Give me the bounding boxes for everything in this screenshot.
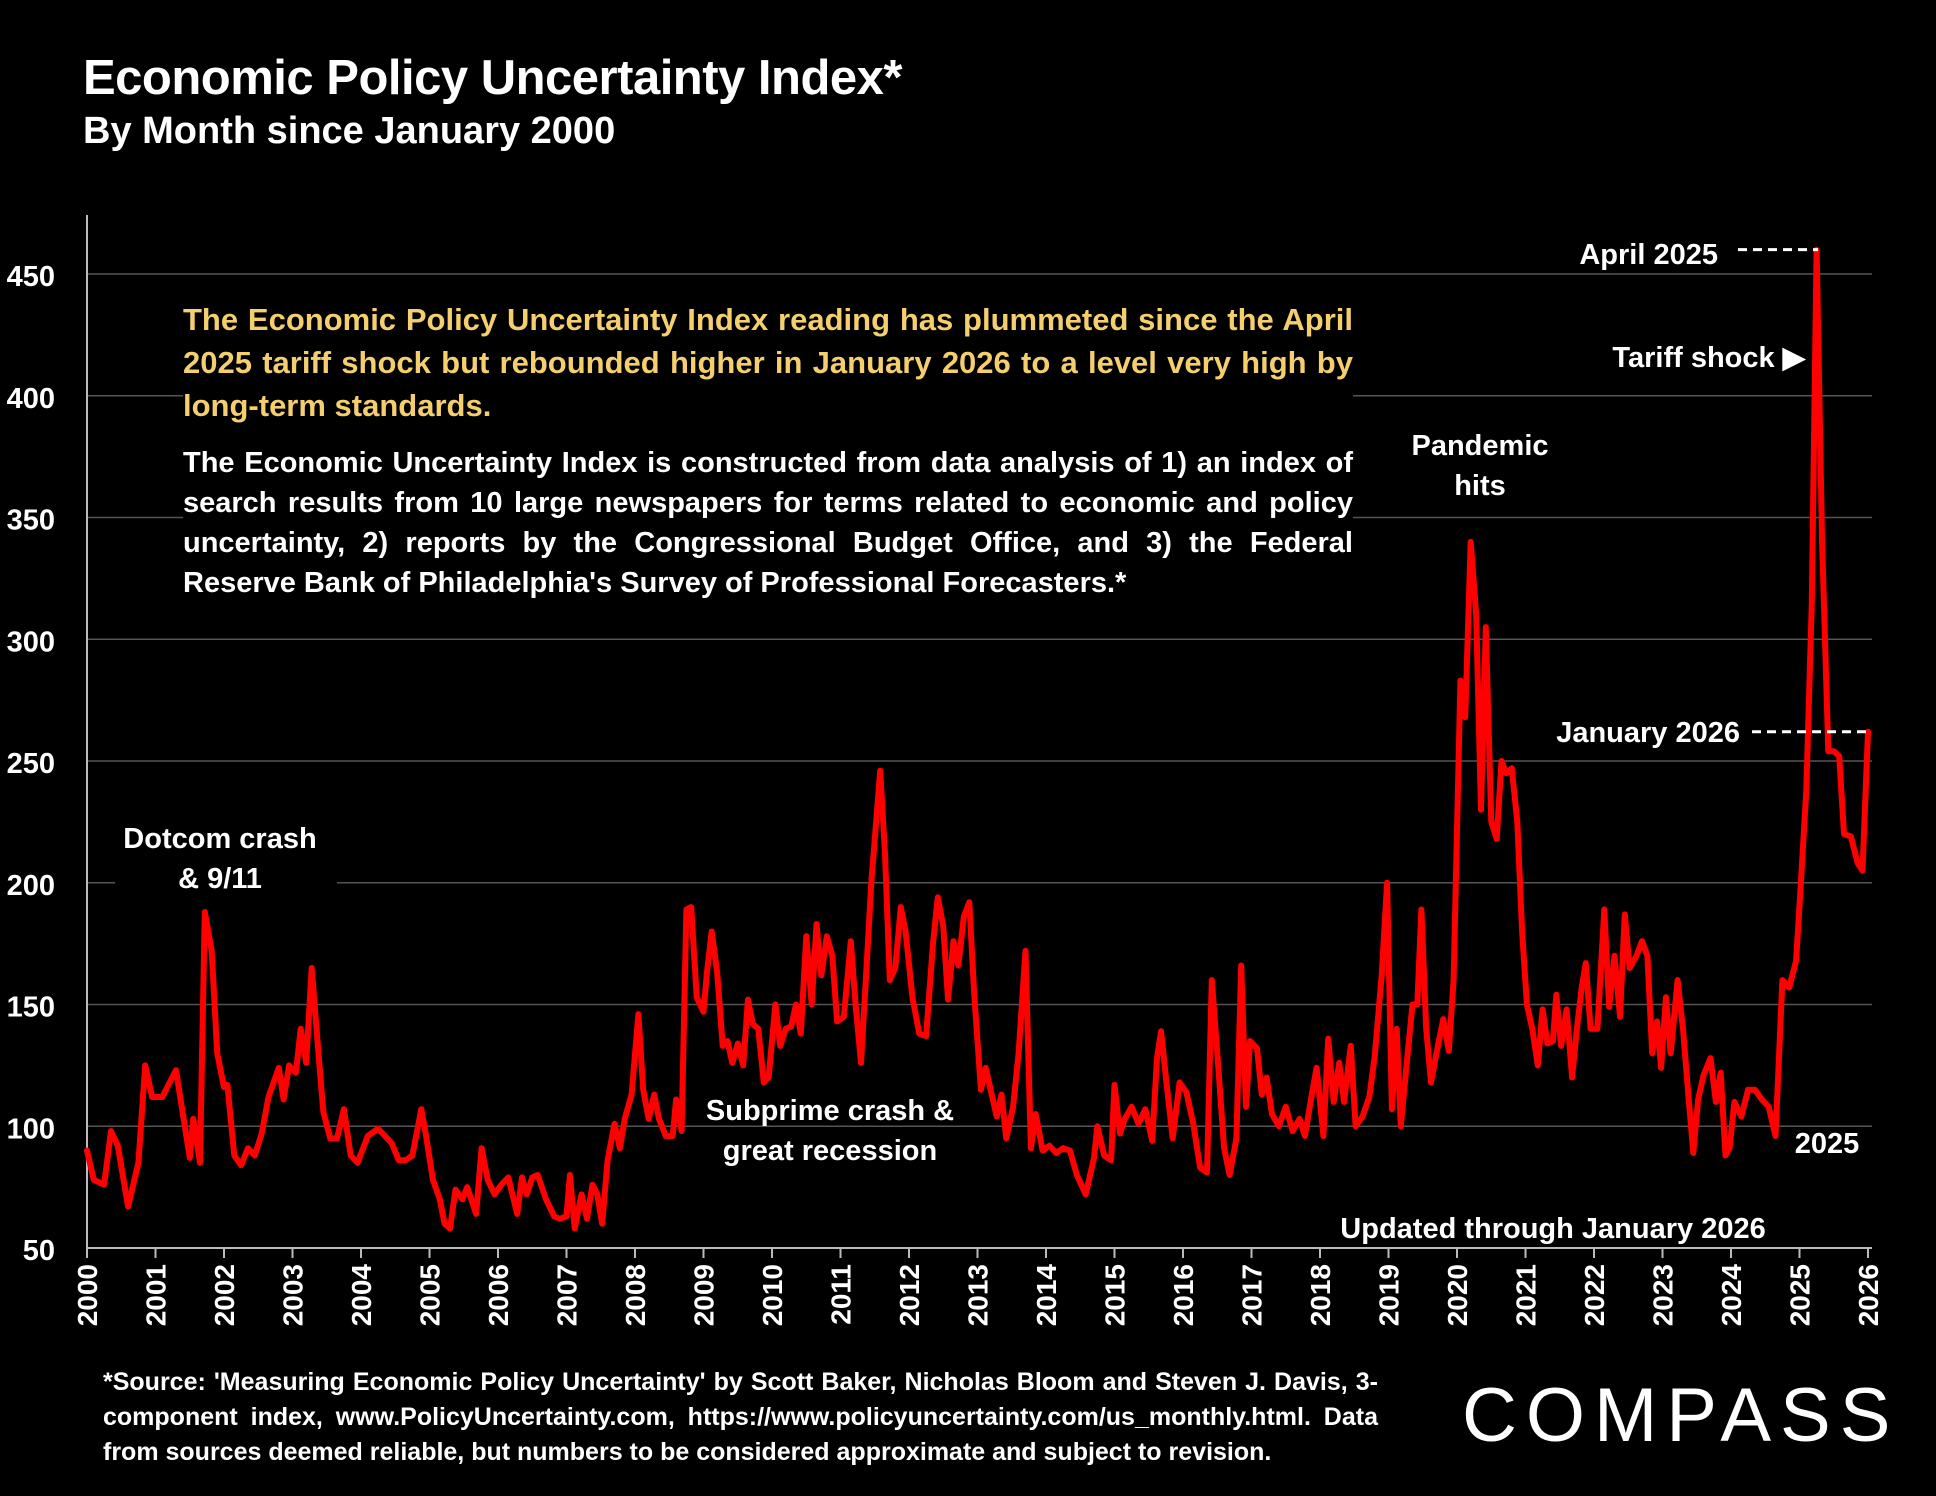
x-tick-label: 2015 (1100, 1264, 1131, 1326)
x-tick-label: 2022 (1579, 1264, 1610, 1326)
x-tick-label: 2021 (1511, 1264, 1542, 1326)
x-tick-label: 2004 (346, 1264, 377, 1327)
annotation-line: Pandemic (1412, 430, 1549, 462)
x-tick-label: 2005 (415, 1264, 446, 1326)
annotation-bg (115, 810, 337, 898)
x-tick-label: 2002 (209, 1264, 240, 1326)
x-tick-label: 2019 (1374, 1264, 1405, 1326)
x-tick-label: 2023 (1648, 1264, 1679, 1326)
annotation-line: & 9/11 (178, 863, 262, 895)
y-tick-label: 200 (7, 870, 55, 902)
annotation-label: 2025 (1795, 1128, 1860, 1160)
x-tick-label: 2013 (963, 1264, 994, 1326)
x-tick-label: 2000 (72, 1264, 103, 1326)
y-tick-label: 300 (7, 626, 55, 658)
annotation-line: Tariff shock ▶ (1612, 342, 1806, 374)
chart-subtitle: By Month since January 2000 (83, 110, 616, 152)
annotation-label: Tariff shock ▶ (1612, 342, 1806, 374)
x-tick-label: 2001 (141, 1264, 172, 1326)
epu-index-line (84, 246, 1871, 1232)
annotation-line: Subprime crash & (706, 1095, 954, 1127)
annotations: Dotcom crash & 9/11 Subprime crash & great … (115, 239, 1872, 1245)
x-tick-label: 2011 (826, 1264, 857, 1325)
axes: 50 100 150 200 250 300 350 400 450 2000 2001 2002 20… (7, 215, 1884, 1326)
annotation-line: Dotcom crash (123, 823, 316, 855)
y-tick-label: 250 (7, 748, 55, 780)
x-tick-label: 2017 (1237, 1264, 1268, 1326)
annotation-label: January 2026 (1556, 717, 1740, 749)
x-tick-label: 2010 (757, 1264, 788, 1326)
x-tick-label: 2003 (278, 1264, 309, 1326)
x-tick-label: 2007 (552, 1264, 583, 1326)
annotation-line: April 2025 (1579, 239, 1718, 271)
annotation-label: Pandemic hits (1412, 430, 1549, 502)
chart-title: Economic Policy Uncertainty Index* (83, 51, 902, 105)
compass-logo: COMPASS (1462, 1373, 1900, 1458)
callout-headline: The Economic Policy Uncertainty Index re… (183, 298, 1353, 427)
x-tick-label: 2014 (1031, 1264, 1062, 1327)
x-tick-label: 2026 (1853, 1264, 1884, 1326)
x-tick-label: 2012 (894, 1264, 925, 1326)
annotation-label: April 2025 (1579, 239, 1718, 271)
y-tick-label: 350 (7, 505, 55, 537)
source-footnote: *Source: 'Measuring Economic Policy Unce… (103, 1368, 1378, 1466)
x-tick-label: 2025 (1785, 1264, 1816, 1326)
y-tick-label: 100 (7, 1113, 55, 1145)
x-tick-label: 2008 (620, 1264, 651, 1326)
annotation-label: Dotcom crash & 9/11 (123, 823, 316, 895)
annotation-line: January 2026 (1556, 717, 1740, 749)
callout-description: The Economic Uncertainty Index is constr… (183, 443, 1353, 603)
x-tick-label: 2018 (1305, 1264, 1336, 1326)
annotation-label: Subprime crash & great recession (706, 1095, 954, 1167)
annotation-line: hits (1454, 470, 1506, 502)
y-tick-label: 50 (23, 1235, 55, 1267)
series-layer (84, 246, 1871, 1232)
y-tick-label: 450 (7, 261, 55, 293)
annotation-line: 2025 (1795, 1128, 1860, 1160)
y-tick-label: 400 (7, 383, 55, 415)
x-tick-label: 2006 (483, 1264, 514, 1326)
annotation-line: Updated through January 2026 (1340, 1213, 1765, 1245)
x-tick-label: 2020 (1442, 1264, 1473, 1326)
annotation-label: Updated through January 2026 (1340, 1213, 1765, 1245)
annotation-line: great recession (723, 1135, 937, 1167)
x-tick-label: 2016 (1168, 1264, 1199, 1326)
x-tick-label: 2009 (689, 1264, 720, 1326)
x-tick-label: 2024 (1716, 1264, 1747, 1327)
y-tick-label: 150 (7, 992, 55, 1024)
